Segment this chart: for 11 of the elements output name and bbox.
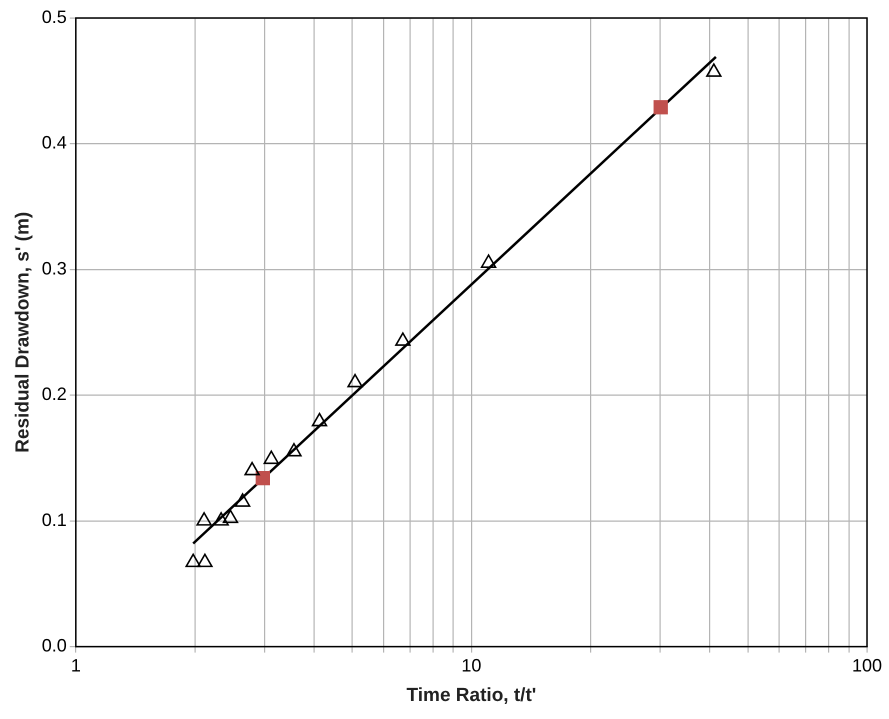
y-tick-label: 0.2: [42, 384, 67, 404]
x-axis-title: Time Ratio, t/t': [406, 684, 536, 706]
y-tick-label: 0.5: [42, 6, 67, 27]
x-tick-label: 100: [852, 655, 882, 676]
x-tick-label: 10: [461, 655, 482, 676]
y-axis-title: Residual Drawdown, s' (m): [12, 212, 34, 453]
y-tick-label: 0.4: [42, 132, 67, 153]
x-tick-label: 1: [70, 655, 81, 676]
y-tick-label: 0.3: [42, 258, 67, 278]
y-tick-label: 0.1: [42, 510, 67, 530]
y-tick-label: 0.0: [42, 636, 67, 656]
